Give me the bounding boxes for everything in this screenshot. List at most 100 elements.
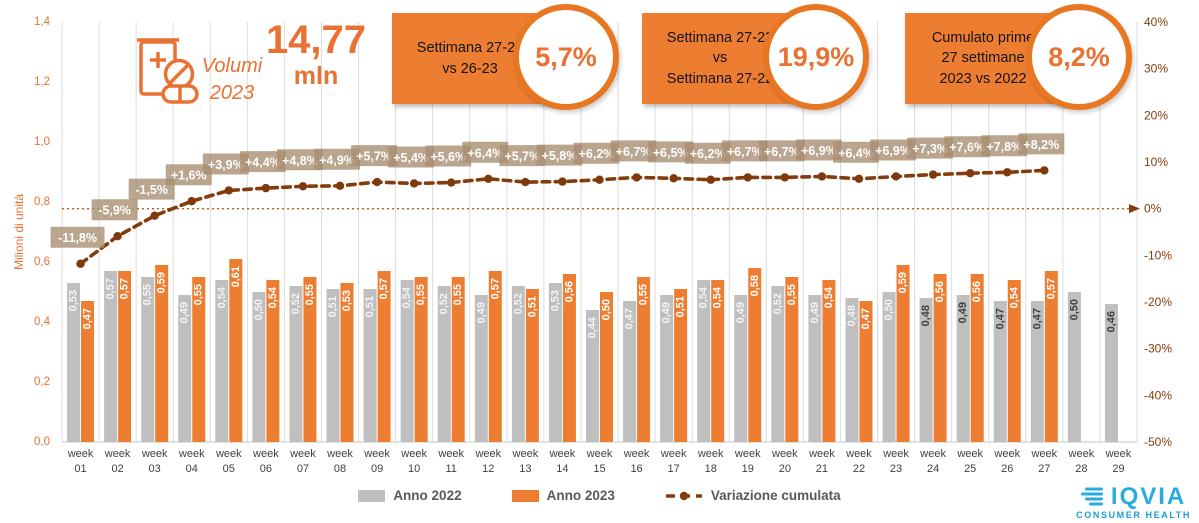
line-label-box <box>907 137 954 159</box>
line-point <box>706 175 715 184</box>
line-label-box <box>981 135 1028 157</box>
bar-2023 <box>711 280 725 442</box>
right-tick: 20% <box>1144 108 1168 122</box>
week-label: week <box>474 448 501 460</box>
bar-2022 <box>104 271 118 442</box>
bar-2022 <box>400 280 414 442</box>
line-label: +6,7% <box>727 145 763 159</box>
line-point <box>76 259 85 268</box>
line-point <box>1003 168 1012 177</box>
bar-label-2023: 0,61 <box>230 266 242 287</box>
bar-2022 <box>660 295 674 442</box>
bar-label-2023: 0,47 <box>82 308 94 329</box>
bar-2022 <box>993 301 1007 442</box>
iqvia-logo: IQVIA CONSUMER HEALTH <box>1076 485 1191 521</box>
callout-text: Cumulato prime 27 settimane 2023 vs 2022 <box>931 30 1035 87</box>
line-point <box>780 173 790 182</box>
bar-2023 <box>896 265 910 442</box>
week-number: 06 <box>260 463 272 475</box>
week-label: week <box>586 448 613 460</box>
week-label: week <box>326 448 353 460</box>
line-point <box>521 177 530 187</box>
line-label: +6,2% <box>690 147 726 161</box>
line-point <box>1040 166 1049 175</box>
total-volume: 14,77 mln <box>256 18 376 90</box>
week-label: week <box>289 448 316 460</box>
callout-value-badge: 5,7% <box>513 4 619 110</box>
week-label: week <box>67 448 94 460</box>
legend-label: Variazione cumulata <box>710 488 841 503</box>
bar-2023 <box>748 268 762 442</box>
line-label: +4,8% <box>282 154 318 168</box>
bar-2023 <box>600 292 613 442</box>
line-label-box <box>536 144 583 166</box>
bar-2023 <box>562 274 576 442</box>
bar-2023 <box>637 277 651 442</box>
right-tick: -10% <box>1144 248 1172 262</box>
line-label-box <box>351 145 398 167</box>
bar-2023 <box>785 277 799 442</box>
total-volume-unit: mln <box>293 62 339 90</box>
bar-label-2022: 0,52 <box>512 293 524 314</box>
bar-label-2023: 0,55 <box>638 284 650 305</box>
iqvia-logo-row: IQVIA <box>1076 485 1191 509</box>
week-number: 19 <box>742 463 754 475</box>
left-tick: 0,2 <box>34 376 50 388</box>
bar-2022 <box>252 292 266 442</box>
line-point <box>669 174 678 183</box>
week-number: 24 <box>927 463 939 475</box>
bar-label-2022: 0,50 <box>253 299 265 320</box>
bar-2022 <box>919 298 933 442</box>
right-axis-ticks: 40% 30% 20% 10% 0% -10% -20% -30% -40% -50% <box>1144 15 1172 449</box>
bar-2022 <box>178 295 192 442</box>
bar-label-2022: 0,48 <box>846 305 858 326</box>
line-label-box <box>276 149 323 171</box>
left-tick: 0,6 <box>34 256 50 268</box>
bar-2022 <box>1030 301 1044 442</box>
line-point <box>409 179 419 188</box>
week-number: 27 <box>1038 463 1050 475</box>
line-label: +4,9% <box>319 153 355 167</box>
line-point <box>224 186 234 195</box>
callout-week-vs-prev-week: Settimana 27-23 vs 26-23 5,7% <box>392 4 682 123</box>
bar-label-2022: 0,50 <box>883 299 895 320</box>
volume-label: Volumi 2023 <box>194 53 270 107</box>
legend-swatch-2022 <box>358 489 386 502</box>
bar-label-2023: 0,55 <box>193 284 205 305</box>
line-label-box <box>388 146 435 168</box>
bar-label-2022: 0,49 <box>661 302 673 323</box>
line-label: +6,7% <box>764 145 800 159</box>
bar-2023 <box>525 289 539 442</box>
bar-label-2022: 0,54 <box>401 286 413 308</box>
bar-2022 <box>363 289 377 442</box>
bar-2022 <box>474 295 488 442</box>
line-label: +7,8% <box>986 140 1022 154</box>
week-label: week <box>1068 448 1095 460</box>
week-number: 05 <box>223 463 235 475</box>
line-label-box <box>314 148 361 170</box>
week-label: week <box>845 448 872 460</box>
line-label-box <box>832 141 879 163</box>
line-label: +6,4% <box>467 146 503 160</box>
line-label-box <box>944 136 991 158</box>
line-label: -5,9% <box>98 204 131 218</box>
line-label: +6,4% <box>838 146 874 160</box>
total-volume-value: 14,77 <box>265 18 367 62</box>
bar-label-2022: 0,47 <box>624 308 636 329</box>
week-label: week <box>956 448 983 460</box>
line-label-box <box>202 153 249 175</box>
week-number: 01 <box>74 463 86 475</box>
week-label: week <box>178 448 205 460</box>
week-label: week <box>252 448 279 460</box>
week-number: 14 <box>556 463 568 475</box>
line-point <box>595 175 604 184</box>
bar-label-2022: 0,52 <box>438 293 450 314</box>
line-point <box>298 182 308 191</box>
line-point <box>817 172 827 181</box>
bar-2023 <box>414 277 428 442</box>
bar-label-2023: 0,56 <box>971 281 983 302</box>
zero-line-arrow <box>1129 204 1140 214</box>
bar-label-2023: 0,55 <box>304 284 316 305</box>
legend-item-anno-2022: Anno 2022 <box>358 488 462 503</box>
bar-label-2022: 0,47 <box>994 308 1006 329</box>
